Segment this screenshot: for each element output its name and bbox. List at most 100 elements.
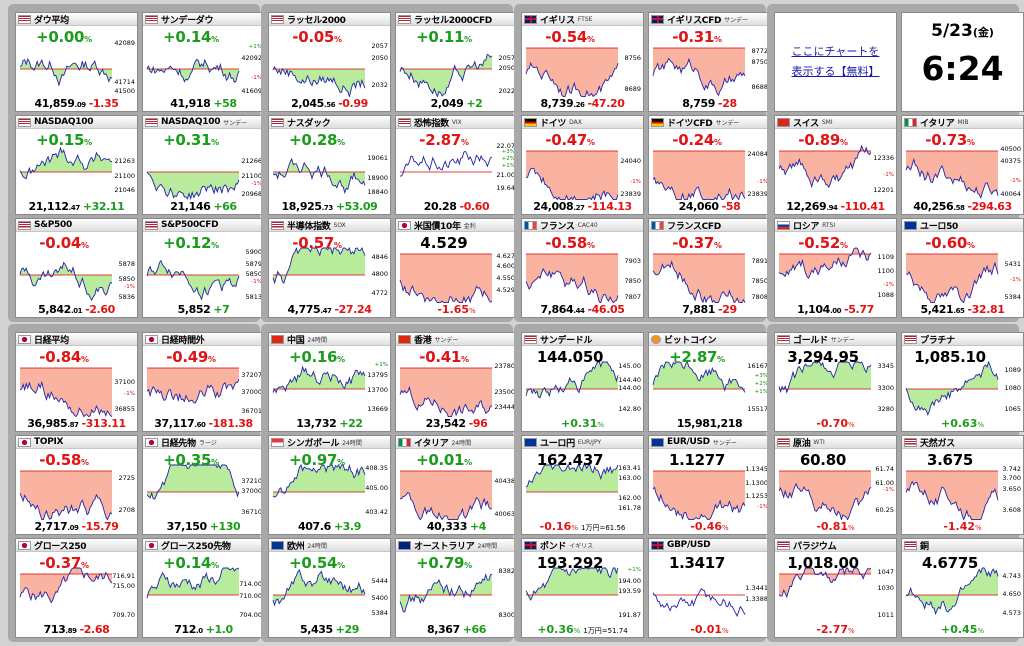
flag-de-icon: [524, 117, 537, 127]
market-tile[interactable]: サンデーダウ +1% 42092 -1% 41609 +0.14% 41,918 +58: [142, 12, 265, 112]
market-tile[interactable]: 日経平均 37100 -1% 36855 -0.84% 36,985.87 -313.11: [15, 332, 138, 432]
change-percent-value: +0.54: [289, 554, 338, 572]
market-tile[interactable]: ドイツCFD サンデー 24084 -1% 23839 -0.24% 24,060 -58: [648, 115, 771, 215]
market-tile[interactable]: フランス CAC40 7903 7850 7807 -0.58% 7,864.44 -46.0…: [521, 218, 644, 318]
market-tile[interactable]: サンデードル 145.00 144.40 144.00 142.80 144.050 +0.…: [521, 332, 644, 432]
market-tile[interactable]: 香港 サンデー 23780 23500 23444 -0.41% 23,542 -96: [395, 332, 518, 432]
market-tile[interactable]: 日経先物 ラージ 37210 37000 36710 +0.35% 37,150 +130: [142, 435, 265, 535]
price: 40,333: [427, 520, 467, 533]
market-tile[interactable]: 銅 4.743 4.650 4.573 4.6775 +0.45%: [901, 538, 1024, 638]
market-tile[interactable]: NASDAQ100 21263 21100 21046 +0.15% 21,112.47 +…: [15, 115, 138, 215]
market-tile[interactable]: グロース250 716.91 715.00 709.70 -0.37% 713.89 -2.…: [15, 538, 138, 638]
axis-tick-label: +1%: [374, 361, 388, 368]
market-tile[interactable]: イタリア 24時間 40438 40063 +0.01% 40,333 +4: [395, 435, 518, 535]
change-percent: +0.31%: [163, 131, 219, 149]
flag-it-icon: [398, 437, 411, 447]
flag-us-icon: [777, 540, 790, 550]
market-tile[interactable]: GBP/USD 1.3441 1.3388 1.3417 -0.01%: [648, 538, 771, 638]
flag-us-icon: [398, 14, 411, 24]
market-tile[interactable]: グロース250先物 714.00 710.00 704.00 +0.14% 712.0 +1…: [142, 538, 265, 638]
price-change: -0.99: [338, 97, 368, 110]
axis-tick-label: 21100: [241, 172, 262, 181]
change-percent: -0.41%: [419, 348, 469, 366]
market-tile[interactable]: EUR/USD サンデー 1.1345 1.1300 1.1253 -1% 1.1277 -0…: [648, 435, 771, 535]
market-tile[interactable]: TOPIX 2725 2708 -0.58% 2,717.09 -15.79: [15, 435, 138, 535]
market-tile[interactable]: 原油 WTI 61.74 61.00 -1% 60.25 60.80 -0.81%: [774, 435, 897, 535]
market-tile[interactable]: ナスダック 19061 18900 18840 +0.28% 18,925.73 +53.0…: [268, 115, 391, 215]
yield-change: -1.65%: [437, 303, 476, 316]
market-tile[interactable]: 日経時間外 37207 37000 36701 -0.49% 37,117.60 -181.…: [142, 332, 265, 432]
axis-tick-label: -1%: [124, 391, 135, 398]
market-tile[interactable]: ラッセル2000 2057 2050 2032 -0.05% 2,045.56 -0.99: [268, 12, 391, 112]
market-tile[interactable]: シンガポール 24時間 408.35 405.00 403.42 +0.97% 407.6 +…: [268, 435, 391, 535]
price-line: [399, 385, 493, 417]
market-tile[interactable]: 半導体指数 SOX 4846 4800 4772 -0.57% 4,775.47 -27.24: [268, 218, 391, 318]
axis-tick-label: 145.00: [618, 361, 641, 370]
axis-tick-label: 23500: [494, 387, 515, 396]
price-line: [146, 58, 240, 83]
change-percent: +0.28%: [289, 131, 345, 149]
price-line: [272, 463, 366, 498]
market-tile[interactable]: 中国 24時間 +1% 13795 13700 13669 +0.16% 13,732 +22: [268, 332, 391, 432]
tile-header: ドイツ DAX: [522, 116, 643, 129]
market-tile[interactable]: NASDAQ100 サンデー 21266 21100 -1% 20968 +0.31% 21,…: [142, 115, 265, 215]
market-tile[interactable]: イギリスCFD サンデー 8772 8750 8688 -0.31% 8,759 -28: [648, 12, 771, 112]
promo-line1: ここにチャートを: [791, 45, 880, 58]
market-tile[interactable]: スイス SMI 12336 -1% 12201 -0.89% 12,269.94 -110.4…: [774, 115, 897, 215]
show-chart-link[interactable]: ここにチャートを 表示する【無料】: [792, 42, 880, 82]
price-change: -2.68: [79, 623, 110, 636]
sparkline-chart: [525, 47, 619, 97]
market-tile[interactable]: ロシア RTSI 1109 1100 -1% 1088 -0.52% 1,104.00 -5.7…: [774, 218, 897, 318]
market-tile[interactable]: 米国債10年 金利 4.627 4.600 4.550 4.529 4.529 -1.65%: [395, 218, 518, 318]
market-tile[interactable]: パラジウム 1047 1030 1011 1,018.00 -2.77%: [774, 538, 897, 638]
sparkline-chart: [399, 470, 493, 520]
market-tile[interactable]: ユーロ円 EUR/JPY 163.41 163.00 162.00 161.78 162.4…: [521, 435, 644, 535]
flag-us-icon: [777, 334, 790, 344]
change-percent-value: -0.52: [798, 234, 841, 252]
price: 12,269.94: [786, 200, 838, 213]
market-tile[interactable]: ラッセル2000CFD 2057 2050 2022 +0.11% 2,049 +2: [395, 12, 518, 112]
price-line: [652, 588, 746, 618]
market-name: プラチナ: [920, 335, 955, 346]
market-tile[interactable]: ユーロ50 5431 -1% 5384 -0.60% 5,421.65 -32.81: [901, 218, 1024, 318]
flag-jp-icon: [145, 437, 158, 447]
tile-header: ドイツCFD サンデー: [649, 116, 770, 129]
market-subname: WTI: [813, 438, 825, 446]
price: 37,117.60: [154, 417, 206, 430]
market-tile[interactable]: ゴールド サンデー 3345 3300 3280 3,294.95 -0.70%: [774, 332, 897, 432]
market-tile[interactable]: フランスCFD 7891 7850 7808 -0.37% 7,881 -29: [648, 218, 771, 318]
chart-area: [653, 254, 745, 303]
change-percent-value: +0.16: [289, 348, 338, 366]
change-percent: -0.57%: [292, 234, 342, 252]
price: 23,542: [426, 417, 466, 430]
market-tile[interactable]: ダウ平均 42089 41714 41500 +0.00% 41,859.09 -1.35: [15, 12, 138, 112]
tile-header: NASDAQ100 サンデー: [143, 116, 264, 129]
flag-us-icon: [18, 14, 31, 24]
market-tile[interactable]: ポンド イギリス +1% 194.00 193.59 191.87 193.292 +0.36…: [521, 538, 644, 638]
market-tile[interactable]: イタリア MIB 40500 40375 -1% 40064 -0.73% 40,256.58…: [901, 115, 1024, 215]
axis-tick-label: 3345: [877, 361, 894, 370]
price-line: [19, 146, 113, 180]
price-line: [19, 567, 113, 604]
market-tile[interactable]: イギリス FTSE 8756 8689 -0.54% 8,739.26 -47.20: [521, 12, 644, 112]
market-tile[interactable]: ドイツ DAX 24040 -1% 23839 -0.47% 24,008.27 -114.1…: [521, 115, 644, 215]
change-percent-value: -2.77: [816, 623, 849, 636]
market-tile[interactable]: オーストラリア 24時間 8382 8300 +0.79% 8,367 +66: [395, 538, 518, 638]
tile-header: NASDAQ100: [16, 116, 137, 129]
price-int: 8,367: [426, 623, 460, 636]
change-percent: +0.63%: [940, 417, 984, 430]
axis-tick-label: 41714: [114, 78, 135, 86]
price-change: -5.77: [844, 303, 874, 316]
market-tile[interactable]: S&P500 5878 5850 -1% 5836 -0.04% 5,842.01 -2.60: [15, 218, 138, 318]
market-tile[interactable]: 天然ガス 3.742 3.700 3.650 3.608 3.675 -1.42%: [901, 435, 1024, 535]
flag-eu-icon: [651, 437, 664, 447]
market-tile[interactable]: プラチナ 1089 1080 1065 1,085.10 +0.63%: [901, 332, 1024, 432]
axis-tick-label: 21266: [241, 157, 262, 166]
market-tile[interactable]: 欧州 24時間 5444 5400 5384 +0.54% 5,435 +29: [268, 538, 391, 638]
market-tile[interactable]: 恐怖指数 VIX 22.07 +3% +2% +1% 21.00 19.64 -2.87% 20.…: [395, 115, 518, 215]
axis-tick-label: +3%: [754, 372, 768, 379]
market-tile[interactable]: S&P500CFD 5900 5879 5850 -1% 5813 +0.12% 5,852 +…: [142, 218, 265, 318]
price-change: -0.60: [459, 200, 490, 213]
market-tile[interactable]: ビットコイン 16167 +3% +2% +1% 15517 +2.87% 15,981,21…: [648, 332, 771, 432]
